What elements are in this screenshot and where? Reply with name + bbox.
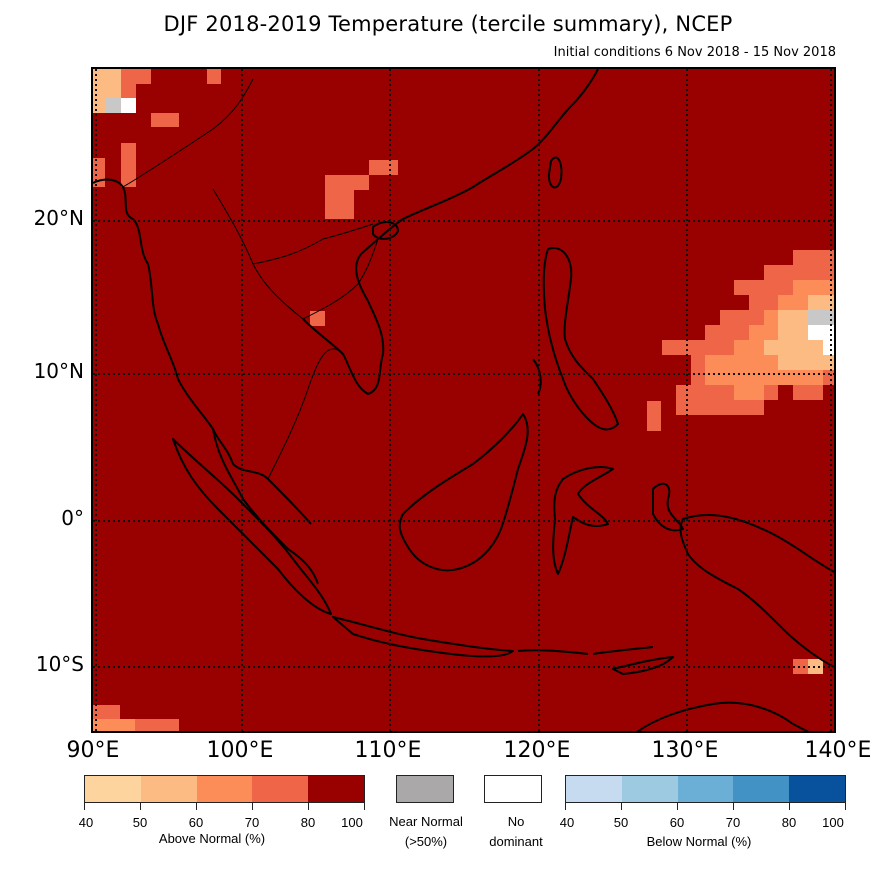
above-normal-swatch-40-50	[85, 776, 141, 802]
forecast-cell	[354, 175, 369, 190]
forecast-cell	[749, 325, 778, 340]
lat-label-10n: 10°N	[33, 359, 84, 383]
lat-label-20n: 20°N	[33, 206, 84, 230]
below-normal-swatch-80-100	[789, 776, 845, 802]
forecast-cell	[793, 280, 834, 295]
forecast-cell	[676, 385, 734, 400]
forecast-cell	[720, 310, 764, 325]
forecast-cell	[808, 310, 834, 325]
no-dominant-label-line1: No	[507, 814, 525, 829]
forecast-cell	[705, 325, 749, 340]
lon-label-130e: 130°E	[651, 738, 719, 763]
forecast-cell	[705, 355, 778, 370]
near-normal-swatch	[396, 775, 454, 803]
near-normal-label-line2: (>50%)	[404, 834, 448, 849]
forecast-cell	[121, 143, 136, 187]
forecast-cell	[778, 295, 808, 310]
lon-label-100e: 100°E	[206, 738, 274, 763]
near-normal-label-line1: Near Normal	[389, 814, 463, 829]
above-tick-60: 60	[188, 815, 204, 830]
forecast-cell	[734, 400, 764, 415]
forecast-cell	[778, 310, 808, 325]
below-normal-label: Below Normal (%)	[646, 834, 752, 849]
forecast-cell	[369, 160, 398, 175]
forecast-cell	[734, 280, 793, 295]
above-tick-40: 40	[78, 815, 94, 830]
forecast-cell	[764, 265, 834, 280]
chart-title: DJF 2018-2019 Temperature (tercile summa…	[163, 12, 733, 36]
forecast-cell	[808, 295, 834, 310]
below-tick-50: 50	[613, 815, 629, 830]
above-normal-swatch-60-70	[196, 776, 253, 802]
forecast-cell	[778, 355, 834, 370]
above-tick-50: 50	[132, 815, 148, 830]
map-plot-area	[91, 67, 836, 733]
below-tick-100: 100	[822, 815, 844, 830]
forecast-cell	[105, 98, 121, 113]
forecast-cell	[121, 69, 151, 84]
below-normal-swatch-60-70	[677, 776, 734, 802]
below-normal-colorbar	[565, 775, 846, 803]
above-normal-swatch-70-80	[252, 776, 309, 802]
forecast-cell	[808, 325, 834, 340]
forecast-cell	[121, 84, 136, 98]
forecast-cell	[151, 113, 179, 127]
forecast-cell	[676, 400, 734, 415]
forecast-cell	[734, 340, 764, 355]
forecast-cell	[121, 98, 136, 113]
forecast-cell	[647, 401, 661, 431]
forecast-cell	[135, 719, 179, 731]
above-normal-colorbar	[84, 775, 365, 803]
forecast-cell	[310, 311, 325, 326]
forecast-cell	[734, 385, 764, 400]
below-tick-60: 60	[669, 815, 685, 830]
forecast-cell	[793, 250, 834, 265]
below-normal-swatch-70-80	[733, 776, 790, 802]
above-tick-70: 70	[244, 815, 260, 830]
below-tick-70: 70	[725, 815, 741, 830]
forecast-cell	[93, 719, 135, 731]
forecast-cell	[764, 310, 778, 325]
below-normal-swatch-40-50	[566, 776, 622, 802]
lat-label-10s: 10°S	[35, 652, 84, 676]
below-normal-swatch-50-60	[621, 776, 678, 802]
forecast-cell	[93, 705, 120, 719]
coastline-layer	[93, 69, 834, 731]
forecast-cell	[93, 69, 121, 98]
forecast-cell	[823, 370, 834, 385]
lon-label-140e: 140°E	[804, 738, 872, 763]
forecast-cell	[764, 385, 778, 400]
above-tick-80: 80	[300, 815, 316, 830]
no-dominant-label-line2: dominant	[489, 834, 543, 849]
forecast-cell	[793, 659, 808, 674]
no-dominant-swatch	[484, 775, 542, 803]
forecast-cell	[793, 385, 823, 400]
above-normal-swatch-80-100	[308, 776, 364, 802]
lon-label-120e: 120°E	[503, 738, 571, 763]
lon-label-110e: 110°E	[354, 738, 422, 763]
forecast-cell	[662, 340, 734, 355]
forecast-cell	[691, 355, 705, 370]
chart-subtitle: Initial conditions 6 Nov 2018 - 15 Nov 2…	[553, 45, 836, 60]
lat-label-0: 0°	[61, 506, 84, 530]
forecast-cell	[207, 69, 221, 84]
below-tick-80: 80	[781, 815, 797, 830]
above-normal-label: Above Normal (%)	[158, 831, 266, 846]
forecast-cell	[749, 295, 778, 310]
lon-label-90e: 90°E	[66, 738, 120, 763]
above-tick-100: 100	[341, 815, 363, 830]
forecast-cell	[325, 175, 354, 219]
forecast-cell	[764, 340, 823, 355]
forecast-cell	[778, 325, 808, 340]
above-normal-swatch-50-60	[140, 776, 197, 802]
forecast-cell	[823, 340, 834, 355]
below-tick-40: 40	[559, 815, 575, 830]
forecast-cell	[808, 659, 823, 674]
